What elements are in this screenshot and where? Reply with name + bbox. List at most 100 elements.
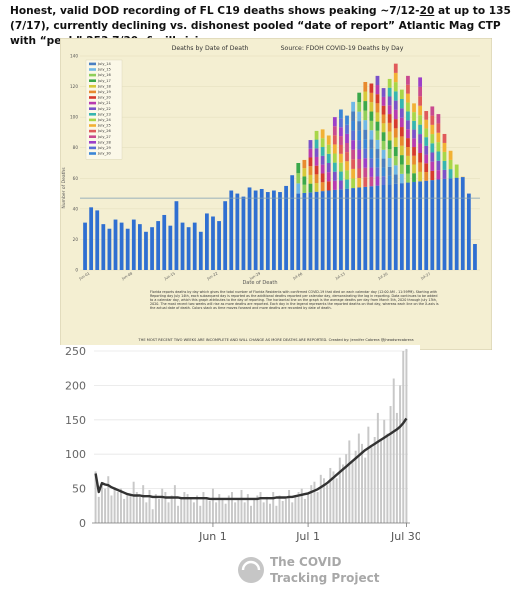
bar-segment xyxy=(345,179,349,189)
notes-footer: THE MOST RECENT TWO WEEKS ARE INCOMPLETE… xyxy=(137,338,413,342)
bar xyxy=(308,140,313,270)
bar xyxy=(229,190,234,270)
bar-segment xyxy=(326,181,331,191)
bar-segment xyxy=(406,147,410,156)
bar-segment xyxy=(399,164,404,174)
bar-segment xyxy=(345,115,349,125)
bar-segment xyxy=(265,192,270,270)
x-tick-label: Jun-22 xyxy=(206,272,219,282)
bar xyxy=(215,502,218,523)
bar-segment xyxy=(156,221,161,270)
bar-segment xyxy=(424,154,429,164)
bar xyxy=(246,494,249,523)
bar-segment xyxy=(223,201,228,270)
bar xyxy=(205,213,209,270)
bar-segment xyxy=(375,176,380,186)
bar-segment xyxy=(381,158,386,168)
bar xyxy=(314,130,319,270)
bar-segment xyxy=(448,169,453,179)
dod-chart: Deaths by Date of Death Source: FDOH COV… xyxy=(60,38,492,350)
bar-segment xyxy=(430,106,435,116)
bar xyxy=(291,502,294,523)
bar xyxy=(199,505,202,523)
bar-segment xyxy=(381,105,386,115)
bar-segment xyxy=(332,171,337,181)
bar-segment xyxy=(406,155,410,165)
bar-segment xyxy=(406,75,410,85)
bar-segment xyxy=(442,133,447,143)
bar-segment xyxy=(357,168,362,178)
bar xyxy=(180,496,183,523)
bar-segment xyxy=(436,151,441,161)
bar xyxy=(107,476,110,523)
x-tick-label: Jun-08 xyxy=(120,271,133,281)
bar xyxy=(332,471,335,523)
bar xyxy=(357,433,360,523)
bar-segment xyxy=(381,88,386,97)
bar-segment xyxy=(357,92,362,103)
bar-segment xyxy=(375,158,380,168)
bar-segment xyxy=(424,119,429,129)
bar-segment xyxy=(363,101,368,111)
x-tick-label: Jul-27 xyxy=(419,272,431,281)
y-tick-label: 200 xyxy=(65,379,86,392)
bar-segment xyxy=(308,174,313,184)
y-axis-label: Number of Deaths xyxy=(61,167,67,209)
bar-segment xyxy=(351,188,355,270)
bar-segment xyxy=(198,231,203,270)
bar-segment xyxy=(375,94,380,104)
bar-segment xyxy=(381,140,386,150)
bar xyxy=(322,478,325,523)
bar-segment xyxy=(339,171,343,181)
bar xyxy=(218,494,221,523)
bar-segment xyxy=(320,173,325,183)
bar-segment xyxy=(332,153,337,163)
bar-segment xyxy=(235,193,240,270)
bar-segment xyxy=(436,123,441,133)
bar-segment xyxy=(424,145,429,155)
bar-segment xyxy=(326,172,331,182)
bar-segment xyxy=(296,163,301,174)
bar-segment xyxy=(393,183,398,270)
bar xyxy=(448,150,453,270)
ctp-chart: 0 50 100 150 200 250 Jun 1 Jul 1 Jul 30 The COV… xyxy=(60,345,420,597)
bar-segment xyxy=(314,191,319,270)
bar-segment xyxy=(326,190,331,270)
bar xyxy=(95,210,100,270)
bar-segment xyxy=(345,152,349,162)
bar-segment xyxy=(339,180,343,190)
bar xyxy=(230,492,233,523)
bar xyxy=(430,106,435,270)
bar xyxy=(144,231,148,270)
bar-segment xyxy=(192,222,197,270)
bar-segment xyxy=(369,83,374,93)
bar-segment xyxy=(375,103,380,113)
bar-segment xyxy=(393,156,398,166)
bar-segment xyxy=(137,224,142,270)
bar xyxy=(313,481,316,523)
bar xyxy=(284,185,288,270)
bar xyxy=(211,488,214,523)
bar-segment xyxy=(399,155,404,165)
bar-segment xyxy=(418,96,423,106)
bar-segment xyxy=(466,193,471,270)
bar xyxy=(357,92,362,270)
bar-segment xyxy=(345,133,349,144)
bar-segment xyxy=(399,117,404,128)
bar-segment xyxy=(339,127,343,137)
bar xyxy=(269,503,272,523)
bar xyxy=(369,83,374,270)
bar-segment xyxy=(369,158,374,168)
bar-segment xyxy=(320,164,325,174)
legend-label: July_28 xyxy=(97,140,112,144)
bar-segment xyxy=(454,164,459,178)
bar xyxy=(303,498,306,523)
bar xyxy=(307,494,310,523)
bar-segment xyxy=(308,140,313,149)
bar-segment xyxy=(442,160,447,170)
bar-segment xyxy=(351,130,355,141)
bar-segment xyxy=(412,173,416,182)
bar-segment xyxy=(351,140,355,150)
bar-segment xyxy=(296,193,301,270)
bar xyxy=(247,187,252,270)
